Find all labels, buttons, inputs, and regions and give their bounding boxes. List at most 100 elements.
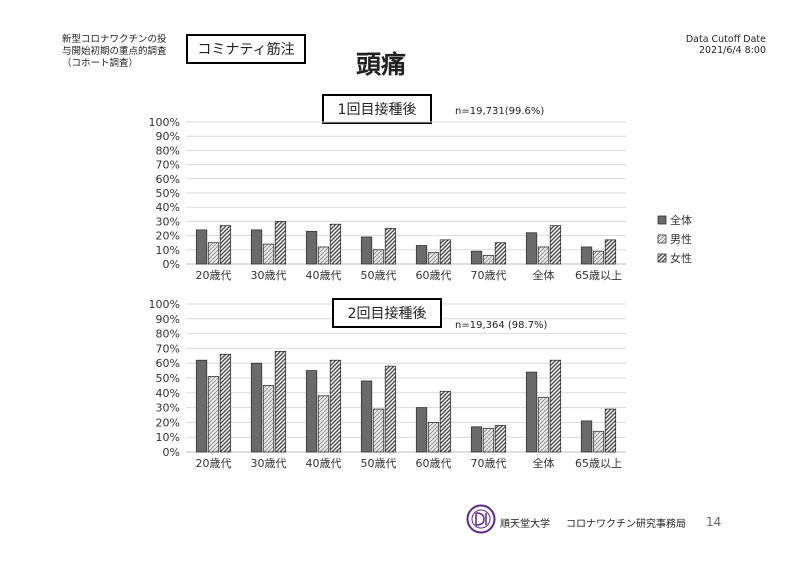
chart1-bar <box>372 249 385 265</box>
chart2-bar <box>549 359 562 453</box>
chart1-title: 1回目接種後 <box>337 102 417 118</box>
chart1-bar <box>470 250 483 265</box>
chart2-xtick: 全体 <box>533 456 555 470</box>
chart1-xtick: 40歳代 <box>306 269 342 282</box>
chart2-bar <box>592 430 605 453</box>
chart2-bar <box>372 408 385 453</box>
chart1-ytick: 70% <box>156 159 180 172</box>
chart2-bar <box>305 370 318 453</box>
chart1-bar <box>549 225 562 265</box>
chart1-ytick: 30% <box>156 215 180 228</box>
chart2-ytick: 70% <box>156 342 180 355</box>
legend-label: 女性 <box>670 251 692 265</box>
chart2-bar <box>470 426 483 453</box>
study-line-3: （コホート調査） <box>62 58 139 69</box>
chart2-ytick: 100% <box>149 298 180 311</box>
chart2-ytick: 90% <box>156 313 180 326</box>
chart1-bar <box>274 220 287 265</box>
university-logo-icon <box>466 504 496 534</box>
chart1-bar <box>262 243 275 265</box>
chart1-ytick: 0% <box>163 258 180 271</box>
chart2-bar <box>580 420 593 453</box>
chart1-ytick: 90% <box>156 130 180 143</box>
chart2-ytick: 0% <box>163 446 180 459</box>
page-number: 14 <box>706 515 722 529</box>
chart2-xtick: 60歳代 <box>416 457 452 470</box>
chart2-ytick: 80% <box>156 328 180 341</box>
chart2-ytick: 30% <box>156 402 180 415</box>
chart1-bar <box>195 229 208 265</box>
chart2-bar <box>525 371 538 453</box>
legend-label: 男性 <box>670 232 692 246</box>
chart2-xtick: 40歳代 <box>306 457 342 470</box>
chart1-bar <box>219 225 232 265</box>
chart1-xtick: 60歳代 <box>416 269 452 282</box>
footer-university: 順天堂大学 <box>500 519 550 530</box>
chart2-title: 2回目接種後 <box>347 306 427 322</box>
study-line-1: 新型コロナワクチンの投 <box>62 34 167 45</box>
chart1-bar <box>250 229 263 265</box>
chart1-ytick: 80% <box>156 144 180 157</box>
chart1-bar <box>525 232 538 265</box>
vaccine-label-box: コミナティ筋注 <box>186 34 306 64</box>
cutoff-label: Data Cutoff Date <box>685 34 766 45</box>
chart1-bar <box>494 242 507 265</box>
chart1-ytick: 10% <box>156 244 180 257</box>
chart1-bar <box>360 236 373 265</box>
chart1-ytick: 40% <box>156 201 180 214</box>
chart1-bar <box>305 230 318 265</box>
chart2-bar <box>537 396 550 453</box>
chart1-bar <box>427 252 440 265</box>
chart1-bar <box>604 239 617 265</box>
chart1-xtick: 30歳代 <box>251 269 287 282</box>
study-line-2: 与開始初期の重点的調査 <box>62 46 167 57</box>
chart2-bar <box>427 421 440 453</box>
chart2-bar <box>262 384 275 453</box>
chart2-bar <box>317 395 330 453</box>
chart2-title-box: 2回目接種後 <box>332 298 442 328</box>
chart2-bar <box>207 376 220 453</box>
chart2-bar <box>329 359 342 453</box>
chart2-bar <box>360 380 373 453</box>
chart2-bar <box>250 362 263 453</box>
chart2-ytick: 10% <box>156 431 180 444</box>
chart2-bar <box>384 365 397 453</box>
chart1-bar <box>317 246 330 265</box>
chart1-xtick: 全体 <box>533 268 555 282</box>
chart1-bar <box>580 246 593 265</box>
chart1-bar <box>537 246 550 265</box>
chart2-xtick: 20歳代 <box>196 457 232 470</box>
chart1-xtick: 50歳代 <box>361 269 397 282</box>
chart1-bar <box>384 228 397 265</box>
chart2-sample-size: n=19,364 (98.7%) <box>455 320 548 331</box>
chart1-ytick: 60% <box>156 173 180 186</box>
chart1-sample-size: n=19,731(99.6%) <box>455 106 545 117</box>
chart1-xtick: 65歳以上 <box>575 269 622 282</box>
footer-office: コロナワクチン研究事務局 <box>566 519 686 530</box>
chart1-bar <box>439 239 452 265</box>
chart1-bar <box>207 242 220 265</box>
chart1-bar <box>415 245 428 265</box>
legend-label: 全体 <box>670 213 692 227</box>
page-title: 頭痛 <box>356 50 407 79</box>
chart2-bar <box>494 424 507 453</box>
chart1-bar <box>592 250 605 265</box>
chart2-xtick: 70歳代 <box>471 457 507 470</box>
chart1-bar <box>329 223 342 265</box>
chart1-xtick: 70歳代 <box>471 269 507 282</box>
chart1-title-box: 1回目接種後 <box>322 94 432 124</box>
chart1-ytick: 50% <box>156 187 180 200</box>
chart2-bar <box>482 427 495 453</box>
cutoff-date: 2021/6/4 8:00 <box>698 45 766 56</box>
chart2-bar <box>195 359 208 453</box>
chart2-xtick: 30歳代 <box>251 457 287 470</box>
chart1-bar <box>482 255 495 265</box>
chart1-ytick: 100% <box>149 116 180 129</box>
chart2-ytick: 60% <box>156 357 180 370</box>
legend-swatch <box>657 253 667 263</box>
chart2-ytick: 40% <box>156 387 180 400</box>
legend-swatch <box>657 234 667 244</box>
chart2-bar <box>219 353 232 453</box>
chart2-xtick: 50歳代 <box>361 457 397 470</box>
